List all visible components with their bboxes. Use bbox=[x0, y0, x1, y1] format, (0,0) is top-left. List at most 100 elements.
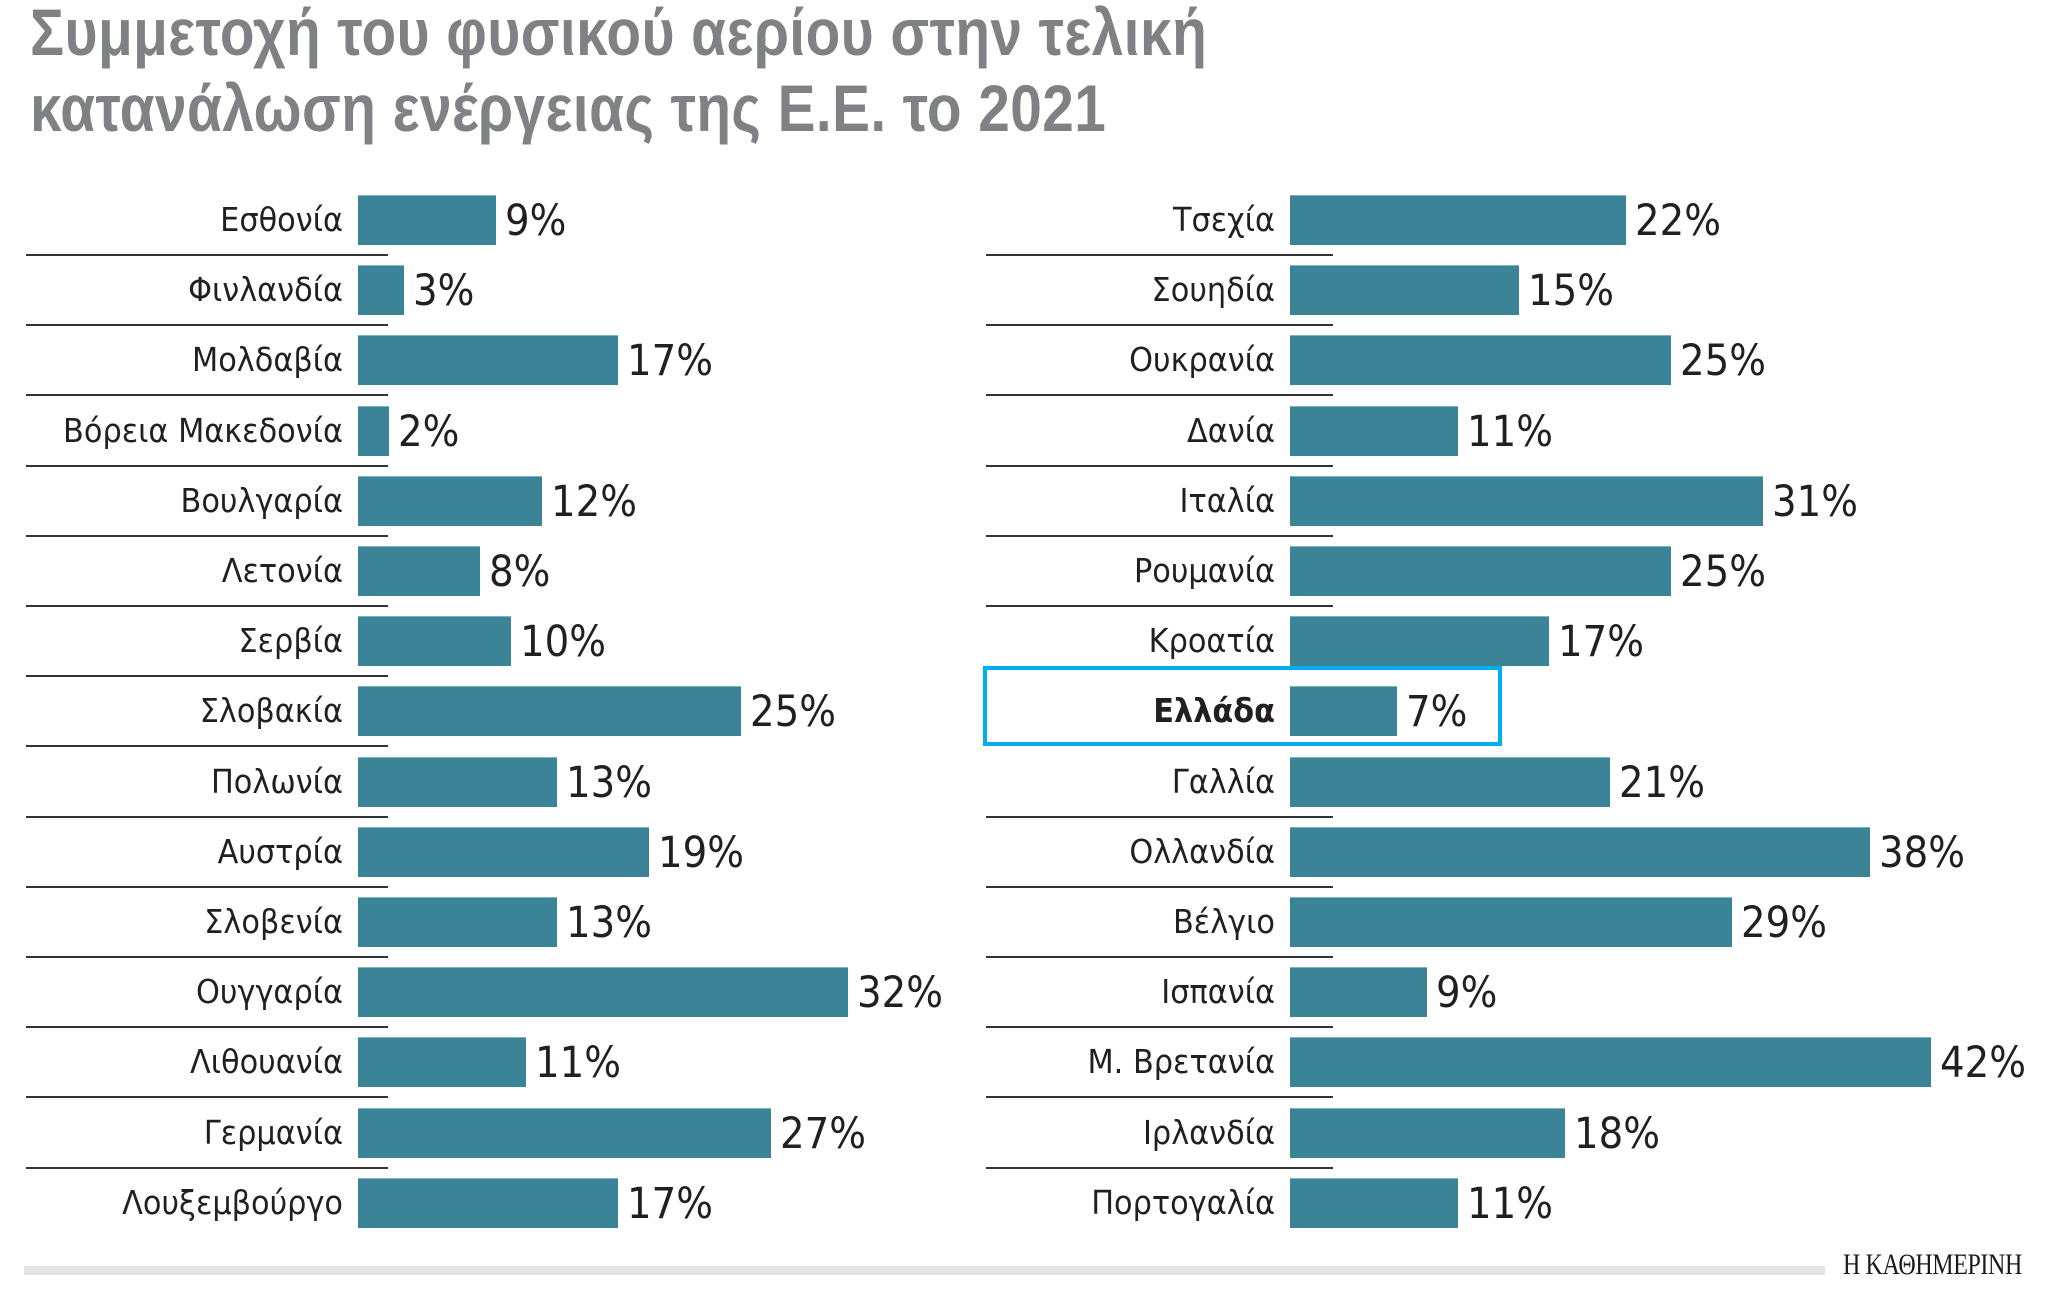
bar-row: Μ. Βρετανία 42% bbox=[0, 1037, 2048, 1088]
category-label: Βουλγαρία bbox=[180, 481, 343, 520]
bar-row: Ουκρανία 25% bbox=[0, 335, 2048, 386]
row-separator bbox=[986, 535, 1333, 537]
category-label: Ιταλία bbox=[1179, 481, 1275, 520]
bar bbox=[358, 476, 542, 526]
bar-row: Σλοβακία 25% bbox=[0, 686, 2048, 737]
category-label: Πορτογαλία bbox=[1091, 1183, 1275, 1222]
bar bbox=[358, 686, 741, 736]
bar-row: Πορτογαλία 11% bbox=[0, 1178, 2048, 1229]
value-label: 25% bbox=[1680, 336, 1767, 386]
row-separator bbox=[26, 816, 388, 818]
bar bbox=[358, 1037, 526, 1087]
bar bbox=[358, 195, 496, 245]
bar bbox=[358, 1108, 771, 1158]
category-label: Κροατία bbox=[1148, 621, 1275, 660]
bar-row: Ρουμανία 25% bbox=[0, 546, 2048, 597]
value-label: 2% bbox=[398, 407, 460, 457]
value-label: 12% bbox=[551, 477, 638, 527]
value-label: 3% bbox=[413, 266, 475, 316]
bar-row: Σλοβενία 13% bbox=[0, 897, 2048, 948]
bar-row: Γερμανία 27% bbox=[0, 1108, 2048, 1159]
value-label: 15% bbox=[1528, 266, 1615, 316]
category-label: Τσεχία bbox=[1172, 200, 1275, 239]
bar-row: Ολλανδία 38% bbox=[0, 827, 2048, 878]
category-label: Λουξεμβούργο bbox=[122, 1183, 343, 1222]
bar bbox=[358, 967, 848, 1017]
bar bbox=[1290, 546, 1671, 596]
bar bbox=[1290, 967, 1427, 1017]
category-label: Γαλλία bbox=[1171, 762, 1275, 801]
bar bbox=[1290, 897, 1732, 947]
row-separator bbox=[986, 394, 1333, 396]
row-separator bbox=[986, 816, 1333, 818]
category-label: Λιθουανία bbox=[189, 1042, 343, 1081]
publisher-logo: Η ΚΑΘΗΜΕΡΙΝΗ bbox=[1843, 1248, 2022, 1281]
bar-row: Φινλανδία 3% bbox=[0, 265, 2048, 316]
bar bbox=[1290, 686, 1397, 736]
category-label: Σλοβενία bbox=[204, 902, 343, 941]
value-label: 38% bbox=[1879, 828, 1966, 878]
row-separator bbox=[26, 1167, 388, 1169]
bar-row: Λετονία 8% bbox=[0, 546, 2048, 597]
value-label: 18% bbox=[1574, 1109, 1661, 1159]
bar bbox=[1290, 757, 1610, 807]
value-label: 7% bbox=[1406, 687, 1468, 737]
value-label: 32% bbox=[857, 968, 944, 1018]
bar bbox=[1290, 827, 1870, 877]
bar bbox=[1290, 616, 1549, 666]
bar bbox=[358, 1178, 618, 1228]
row-separator bbox=[986, 1096, 1333, 1098]
footer-rule bbox=[24, 1266, 1825, 1275]
category-label: Σερβία bbox=[238, 621, 343, 660]
bar bbox=[358, 546, 480, 596]
value-label: 25% bbox=[1680, 547, 1767, 597]
category-label: Ελλάδα bbox=[1153, 691, 1275, 730]
value-label: 11% bbox=[1467, 1179, 1554, 1229]
value-label: 8% bbox=[489, 547, 551, 597]
chart-title: Συμμετοχή του φυσικού αερίου στην τελική… bbox=[30, 0, 1207, 146]
bar bbox=[1290, 1108, 1565, 1158]
bar-row: Βόρεια Μακεδονία 2% bbox=[0, 406, 2048, 457]
bar-row: Λουξεμβούργο 17% bbox=[0, 1178, 2048, 1229]
bar-row: Αυστρία 19% bbox=[0, 827, 2048, 878]
bar bbox=[358, 265, 404, 315]
row-separator bbox=[26, 1096, 388, 1098]
value-label: 29% bbox=[1741, 898, 1828, 948]
bar-row: Ισπανία 9% bbox=[0, 967, 2048, 1018]
bar-row: Ιταλία 31% bbox=[0, 476, 2048, 527]
category-label: Γερμανία bbox=[203, 1113, 343, 1152]
bar bbox=[358, 827, 649, 877]
row-separator bbox=[26, 886, 388, 888]
value-label: 27% bbox=[780, 1109, 867, 1159]
row-separator bbox=[26, 394, 388, 396]
bar-row: Ιρλανδία 18% bbox=[0, 1108, 2048, 1159]
category-label: Βέλγιο bbox=[1172, 902, 1275, 941]
bar-row: Ουγγαρία 32% bbox=[0, 967, 2048, 1018]
value-label: 19% bbox=[658, 828, 745, 878]
bar bbox=[1290, 1178, 1458, 1228]
row-separator bbox=[26, 956, 388, 958]
bar-row: Λιθουανία 11% bbox=[0, 1037, 2048, 1088]
category-label: Ουγγαρία bbox=[196, 972, 343, 1011]
category-label: Δανία bbox=[1186, 411, 1275, 450]
row-separator bbox=[26, 745, 388, 747]
bar bbox=[1290, 476, 1763, 526]
bar bbox=[358, 616, 511, 666]
row-separator bbox=[986, 465, 1333, 467]
value-label: 11% bbox=[535, 1038, 622, 1088]
value-label: 17% bbox=[1558, 617, 1645, 667]
row-separator bbox=[26, 1026, 388, 1028]
highlight-box-greece bbox=[983, 666, 1502, 746]
category-label: Σουηδία bbox=[1151, 270, 1275, 309]
row-separator bbox=[986, 605, 1333, 607]
row-separator bbox=[26, 535, 388, 537]
value-label: 13% bbox=[566, 898, 653, 948]
row-separator bbox=[986, 1026, 1333, 1028]
bar-row: Ελλάδα 7% bbox=[0, 686, 2048, 737]
category-label: Φινλανδία bbox=[188, 270, 343, 309]
bar-row: Εσθονία 9% bbox=[0, 195, 2048, 246]
bar bbox=[358, 897, 557, 947]
bar-row: Μολδαβία 17% bbox=[0, 335, 2048, 386]
chart-title-line-2: κατανάλωση ενέργειας της Ε.Ε. το 2021 bbox=[30, 71, 1107, 145]
